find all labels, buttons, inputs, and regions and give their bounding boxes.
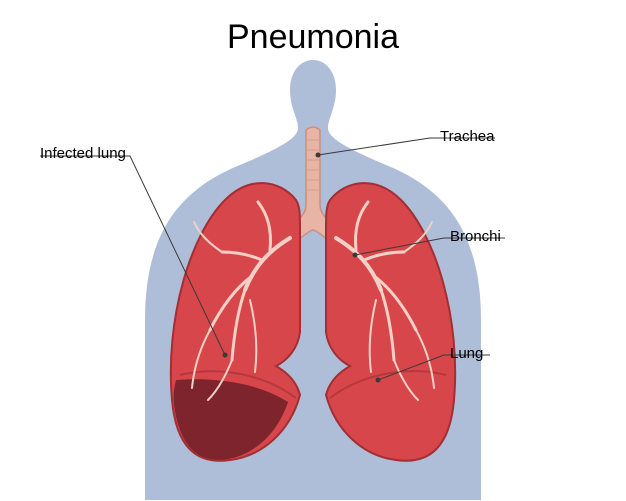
label-trachea: Trachea (440, 128, 494, 145)
label-lung: Lung (450, 345, 483, 362)
diagram-stage: Pneumonia (0, 0, 626, 501)
label-infected-lung: Infected lung (40, 145, 126, 162)
diagram-svg (0, 0, 626, 501)
label-bronchi: Bronchi (450, 228, 501, 245)
